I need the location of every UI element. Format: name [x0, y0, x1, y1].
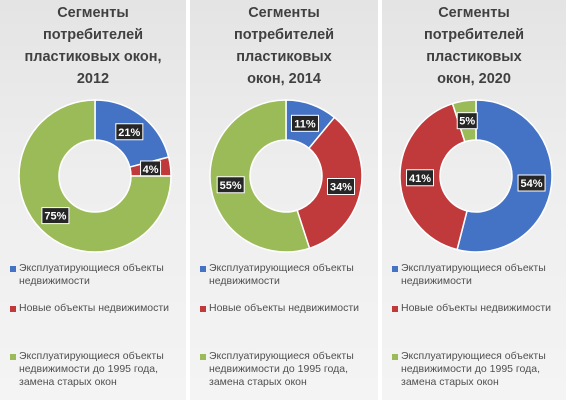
legend-swatch	[10, 354, 16, 360]
legend-item: Новые объекты недвижимости	[392, 302, 564, 315]
legend-swatch	[392, 266, 398, 272]
legend-label: Новые объекты недвижимости	[401, 302, 552, 314]
legend-label: Эксплуатирующиеся объекты недвижимости	[19, 262, 164, 287]
chart-title: Сегменты потребителей пластиковых окон, …	[233, 5, 335, 87]
legend-item: Новые объекты недвижимости	[200, 302, 376, 315]
legend-swatch	[200, 354, 206, 360]
svg-text:5%: 5%	[459, 116, 475, 128]
data-label: 5%	[456, 112, 478, 130]
legend-swatch	[200, 266, 206, 272]
svg-text:41%: 41%	[409, 173, 431, 185]
legend-swatch	[392, 354, 398, 360]
legend-item: Эксплуатирующиеся объекты недвижимости	[10, 262, 184, 288]
legend-item: Эксплуатирующиеся объекты недвижимости д…	[392, 350, 564, 389]
data-label: 21%	[115, 123, 144, 141]
legend-item: Эксплуатирующиеся объекты недвижимости д…	[200, 350, 376, 389]
svg-text:54%: 54%	[521, 178, 543, 190]
donut-slice	[209, 99, 311, 253]
legend-swatch	[10, 306, 16, 312]
legend-label: Эксплуатирующиеся объекты недвижимости	[209, 262, 354, 287]
data-label: 11%	[290, 114, 319, 132]
svg-text:11%: 11%	[294, 118, 316, 130]
legend-swatch	[10, 266, 16, 272]
legend-label: Эксплуатирующиеся объекты недвижимости д…	[401, 350, 546, 388]
data-label: 54%	[517, 174, 546, 192]
data-label: 55%	[216, 176, 245, 194]
legend-label: Эксплуатирующиеся объекты недвижимости д…	[209, 350, 354, 388]
legend-label: Эксплуатирующиеся объекты недвижимости д…	[19, 350, 164, 388]
chart-panel-2020: Сегменты потребителей пластиковых окон, …	[382, 0, 566, 400]
legend-item: Эксплуатирующиеся объекты недвижимости	[200, 262, 376, 288]
legend-label: Новые объекты недвижимости	[209, 302, 360, 314]
legend-swatch	[392, 306, 398, 312]
chart-panel-2012: Сегменты потребителей пластиковых окон, …	[0, 0, 186, 400]
legend-label: Новые объекты недвижимости	[19, 302, 170, 314]
data-label: 75%	[41, 207, 70, 225]
svg-text:4%: 4%	[143, 164, 159, 176]
svg-text:55%: 55%	[220, 180, 242, 192]
donut-slice	[456, 99, 553, 253]
svg-text:21%: 21%	[118, 127, 140, 139]
chart-title: Сегменты потребителей пластиковых окон, …	[24, 5, 162, 87]
legend-label: Эксплуатирующиеся объекты недвижимости	[401, 262, 546, 287]
legend-item: Эксплуатирующиеся объекты недвижимости д…	[10, 350, 184, 389]
data-label: 34%	[327, 177, 356, 195]
legend-item: Эксплуатирующиеся объекты недвижимости	[392, 262, 564, 288]
chart-title: Сегменты потребителей пластиковых окон, …	[423, 5, 525, 87]
donut-chart-2014: 11% 34% 55%	[209, 99, 363, 253]
data-label: 4%	[140, 160, 162, 178]
chart-panel-2014: Сегменты потребителей пластиковых окон, …	[190, 0, 378, 400]
data-label: 41%	[406, 169, 435, 187]
donut-chart-2020: 54% 41% 5%	[399, 99, 553, 253]
legend-item: Новые объекты недвижимости	[10, 302, 184, 315]
svg-text:75%: 75%	[44, 211, 66, 223]
donut-chart-2012: 21% 4% 75%	[18, 99, 172, 253]
svg-text:34%: 34%	[330, 181, 352, 193]
legend-swatch	[200, 306, 206, 312]
